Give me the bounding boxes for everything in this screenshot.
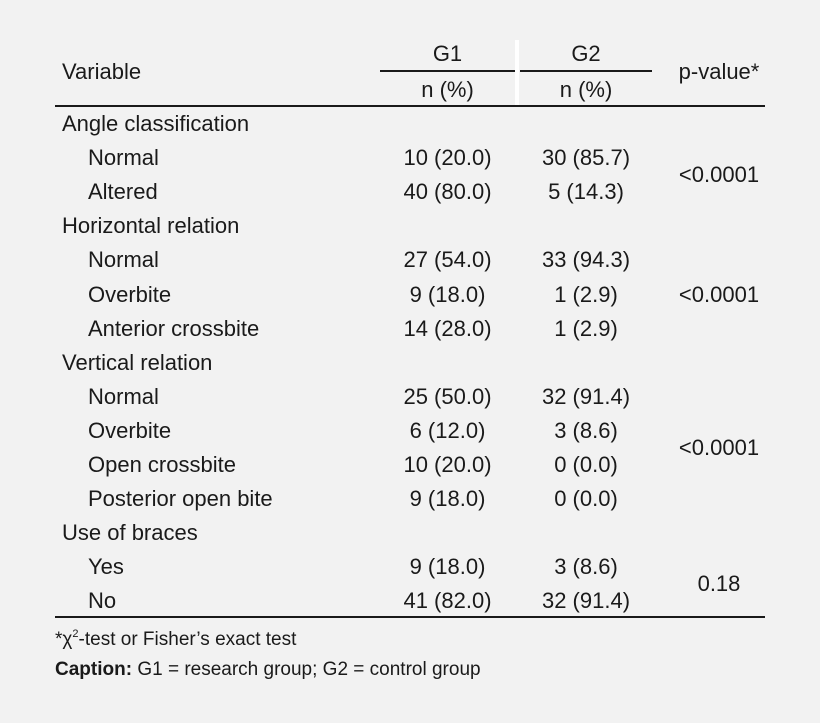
column-divider [515, 40, 519, 106]
footnote-text: -test or Fisher’s exact test [78, 629, 297, 650]
caption: Caption: G1 = research group; G2 = contr… [55, 658, 481, 682]
g2-value: 3 (8.6) [554, 554, 618, 580]
g1-value: 40 (80.0) [403, 179, 492, 205]
footnote: *χ2-test or Fisher’s exact test [55, 628, 296, 652]
g2-value: 0 (0.0) [554, 486, 618, 512]
g2-value: 33 (94.3) [541, 247, 631, 273]
g2-value: 3 (8.6) [554, 417, 618, 443]
footnote-superscript: 2 [72, 628, 79, 640]
g2-value: 0 (0.0) [554, 452, 618, 477]
g1-value: 41 (82.0) [403, 588, 492, 614]
section-pvalue: <0.0001 [678, 281, 760, 307]
footnote-star: * [55, 629, 63, 650]
g1-value: 9 (18.0) [409, 486, 486, 512]
header-g1: G1 [432, 41, 463, 66]
row-label: Yes [88, 554, 124, 580]
section-pvalue: <0.0001 [678, 162, 760, 188]
g2-value: 5 (14.3) [548, 179, 624, 205]
section-pvalue: 0.18 [697, 571, 741, 597]
section-title: Use of braces [62, 520, 198, 546]
row-label: Normal [88, 247, 159, 273]
row-label: Normal [88, 145, 159, 171]
group-underline-g1 [380, 70, 515, 72]
g2-value: 1 (2.9) [554, 281, 618, 307]
row-label: Overbite [88, 281, 172, 307]
g1-value: 14 (28.0) [403, 315, 492, 341]
g1-value: 10 (20.0) [403, 145, 492, 171]
bottom-rule [55, 616, 765, 618]
header-g1-subheader: n (%) [421, 77, 474, 102]
g2-value: 1 (2.9) [554, 315, 618, 341]
header-g2: G2 [571, 41, 601, 66]
g2-value: 32 (91.4) [541, 588, 631, 614]
row-label: Overbite [88, 417, 172, 443]
g1-value: 9 (18.0) [409, 554, 486, 580]
header-pvalue: p-value* [678, 59, 760, 84]
section-title: Angle classification [62, 111, 250, 136]
g2-value: 32 (91.4) [541, 383, 631, 409]
g1-value: 10 (20.0) [403, 452, 492, 477]
caption-text: G1 = research group; G2 = control group [132, 659, 481, 680]
g1-value: 6 (12.0) [409, 417, 486, 443]
header-variable: Variable [62, 59, 142, 84]
row-label: Anterior crossbite [88, 315, 260, 341]
section-title: Vertical relation [62, 349, 213, 375]
group-underline-g2 [520, 70, 652, 72]
g1-value: 9 (18.0) [409, 281, 486, 307]
section-title: Horizontal relation [62, 213, 240, 239]
header-g2-subheader: n (%) [559, 77, 613, 102]
caption-label: Caption: [55, 659, 133, 680]
footnote-chi: χ [62, 629, 73, 650]
row-label: No [88, 588, 117, 614]
row-label: Normal [88, 383, 159, 409]
g2-value: 30 (85.7) [541, 145, 631, 171]
row-label: Open crossbite [88, 452, 236, 477]
g1-value: 27 (54.0) [403, 247, 492, 273]
row-label: Altered [88, 179, 158, 205]
header-rule [55, 105, 765, 107]
section-pvalue: <0.0001 [678, 434, 760, 460]
g1-value: 25 (50.0) [403, 383, 492, 409]
row-label: Posterior open bite [88, 486, 273, 512]
